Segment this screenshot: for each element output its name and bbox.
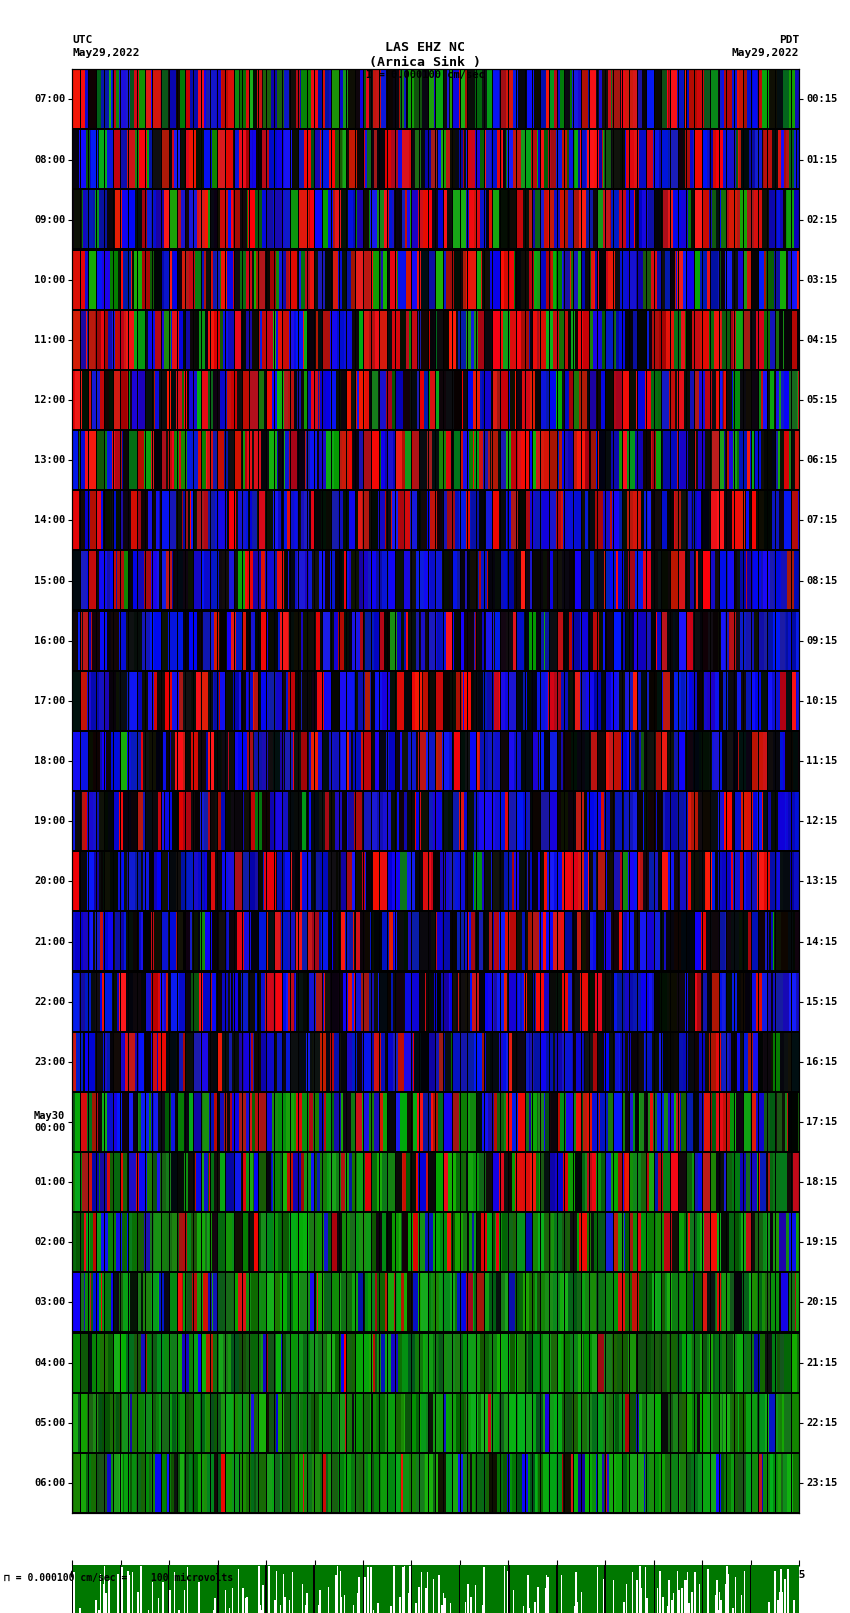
Text: May29,2022: May29,2022 <box>72 48 139 58</box>
Text: LAS EHZ NC: LAS EHZ NC <box>385 40 465 55</box>
Text: UTC: UTC <box>72 35 93 45</box>
Text: (Arnica Sink ): (Arnica Sink ) <box>369 56 481 69</box>
Text: PDT: PDT <box>779 35 799 45</box>
Text: I = 0.000100 cm/sec: I = 0.000100 cm/sec <box>366 71 484 81</box>
X-axis label: TIME (MINUTES): TIME (MINUTES) <box>388 1582 483 1592</box>
Text: ⊓ = 0.000100 cm/sec =    100 microvolts: ⊓ = 0.000100 cm/sec = 100 microvolts <box>4 1573 234 1582</box>
Text: May29,2022: May29,2022 <box>732 48 799 58</box>
